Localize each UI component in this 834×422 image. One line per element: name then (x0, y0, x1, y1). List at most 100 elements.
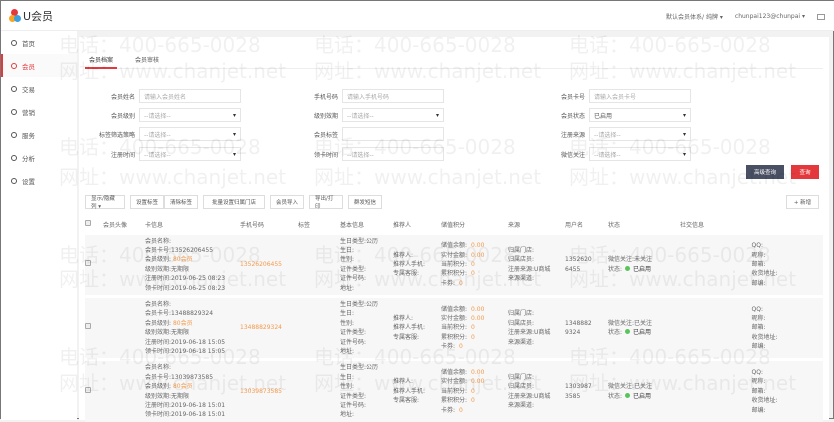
stored-info: 储值余额: 0.00 实付金额: 0.00 当前积分: 0 累积积分: 0 卡券: 0 (441, 231, 508, 297)
line-text: 昵称: (751, 251, 766, 259)
phone-link[interactable]: 13526206455 (240, 261, 282, 269)
sidebar-item-2[interactable]: 交易 (1, 77, 77, 100)
line-text: 推荐人手机: (393, 261, 426, 269)
line-text: 昵称: (751, 315, 766, 323)
phone-link[interactable]: 13488829324 (240, 324, 282, 332)
sidebar-item-label: 首页 (22, 39, 35, 48)
filter-input[interactable]: --请选择-- (342, 147, 444, 161)
sidebar-item-3[interactable]: 营销 (1, 100, 77, 123)
toolbar-button-5[interactable]: 导出/打印 (309, 195, 343, 210)
filter-input[interactable]: 请输入会员卡号 (589, 89, 691, 103)
filter-select[interactable]: --请选择-- (589, 127, 691, 141)
line-text: 生日: (340, 373, 355, 381)
filter-select[interactable]: --请选择-- (342, 108, 444, 122)
member-system-dropdown[interactable]: 默认会员体系/ 纯牌 ▾ (666, 14, 723, 21)
line-text: 来源渠道: (508, 338, 535, 346)
stored-line: 实付金额: 0.00 (441, 314, 508, 323)
sidebar-item-label: 营销 (22, 108, 35, 117)
mail-icon[interactable] (817, 13, 825, 20)
toolbar-button-2[interactable]: 清除标签 (164, 195, 198, 209)
add-button[interactable]: + 新增 (786, 195, 819, 209)
toolbar-button-0[interactable]: 显示/隐藏列 ▾ (85, 195, 125, 210)
line-text: 收货地址: (751, 397, 778, 405)
tab-member-archive[interactable]: 会员档案 (85, 53, 118, 69)
sidebar-item-0[interactable]: 首页 (1, 31, 77, 54)
status-line: 状态: 已启用 (608, 328, 680, 337)
sidebar-item-5[interactable]: 分析 (1, 146, 77, 169)
stored-label: 储值余额: (441, 369, 468, 377)
table-row: 会员名称: 会员卡号:13526206455 会员级别: 80会员 级别效期:无期限注… (85, 231, 823, 297)
stored-value: 0 (459, 279, 463, 287)
stored-info: 储值余额: 0.00 实付金额: 0.00 当前积分: 0 累积积分: 0 卡券: 0 (441, 294, 508, 360)
column-header: 社交信息 (680, 217, 752, 233)
toolbar-button-1[interactable]: 设置标签 (130, 195, 164, 209)
filter-label: 标签筛选策略 (98, 131, 135, 139)
advanced-search-button[interactable]: 高级查询 (746, 165, 784, 179)
select-all-checkbox[interactable] (85, 220, 91, 227)
filter-0: 会员姓名 请输入会员姓名 (79, 89, 241, 103)
filter-input[interactable]: 请输入会员姓名 (139, 89, 241, 103)
line-text: QQ: (751, 369, 763, 377)
line-text: 会员名称: (145, 364, 172, 372)
stored-label: 累积积分: (441, 333, 468, 341)
tags (298, 231, 340, 297)
filter-input[interactable]: 请输入手机号码 (342, 89, 444, 103)
stored-value: 0 (471, 261, 475, 269)
logo-icon (9, 9, 21, 23)
line-text: 证件类型: (340, 265, 367, 273)
toolbar-button-6[interactable]: 群发短信 (348, 195, 382, 209)
search-button[interactable]: 查询 (791, 165, 819, 179)
basic-info: 生日类型:公历 生日: 性别: 证件类型: 证件号码: 地址: (340, 231, 393, 297)
stored-line: 储值余额: 0.00 (441, 241, 508, 250)
filter-label: 手机号码 (313, 93, 338, 101)
filter-select[interactable]: --请选择-- (139, 127, 241, 141)
stored-label: 当前积分: (441, 387, 468, 395)
line-text: 收货地址: (751, 333, 778, 341)
line-text: 注册来源:U商城 (508, 265, 551, 273)
line-text: 归属门店: (508, 310, 535, 318)
line-text: 会员名称: (145, 300, 172, 308)
line-text: 领卡时间:2019-06-25 08:23 (145, 284, 226, 292)
row-checkbox[interactable] (85, 386, 91, 393)
filter-select[interactable]: --请选择-- (589, 147, 691, 161)
filter-label: 微信关注 (560, 151, 585, 159)
line-text: 会员名称: (145, 237, 172, 245)
phone-link[interactable]: 13039873585 (240, 387, 282, 395)
level-line: 会员级别: 80会员 (145, 383, 193, 391)
line-text: 邮编: (751, 279, 766, 287)
column-header: 用户名 (565, 217, 608, 233)
sidebar-item-label: 交易 (22, 85, 35, 94)
level-line: 会员级别: 80会员 (145, 319, 193, 327)
avatar (103, 358, 145, 422)
stored-line: 储值余额: 0.00 (441, 368, 508, 377)
line-text: 级别效期:无期限 (145, 329, 190, 337)
stored-value: 0.00 (471, 369, 485, 377)
column-header: 手机号码 (240, 217, 298, 233)
column-header: 会员头像 (103, 217, 145, 233)
status-line: 状态: 已启用 (608, 392, 680, 401)
sidebar-item-6[interactable]: 设置 (1, 169, 77, 192)
filter-1: 手机号码 请输入手机号码 (282, 89, 444, 103)
status-line: 状态: 已启用 (608, 265, 680, 274)
line-text: 地址: (340, 284, 355, 292)
sidebar-item-4[interactable]: 服务 (1, 123, 77, 146)
filter-label: 会员姓名 (110, 93, 135, 101)
line-text: 邮箱: (751, 387, 766, 395)
status-dot-icon (625, 329, 631, 335)
filter-select[interactable]: 已启用 (589, 108, 691, 122)
row-checkbox[interactable] (85, 260, 91, 267)
sidebar-item-1[interactable]: 会员 (1, 54, 77, 77)
toolbar-button-4[interactable]: 会员导入 (270, 195, 304, 209)
row-checkbox[interactable] (85, 323, 91, 330)
user-dropdown[interactable]: chunpai123@chunpai ▾ (734, 13, 805, 20)
filter-select[interactable]: --请选择-- (139, 147, 241, 161)
tab-member-review[interactable]: 会员审核 (135, 57, 160, 64)
status-badge: 已启用 (633, 392, 652, 400)
filter-input[interactable] (342, 127, 444, 141)
stored-value: 0.00 (471, 378, 485, 386)
stored-line: 累积积分: 0 (441, 396, 508, 405)
stored-line: 累积积分: 0 (441, 333, 508, 342)
toolbar-button-3[interactable]: 批量设置归属门店 (203, 195, 265, 209)
filter-select[interactable]: --请选择-- (139, 108, 241, 122)
referrer-info: 推荐人: 推荐人手机: 专属客服: (393, 294, 441, 360)
